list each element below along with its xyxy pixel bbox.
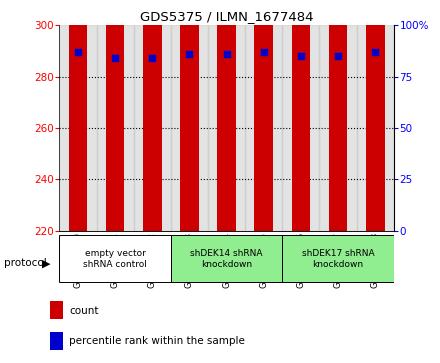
Bar bbox=[96, 25, 134, 231]
Bar bbox=[319, 25, 357, 231]
Point bbox=[112, 55, 119, 61]
Bar bbox=[50, 301, 63, 319]
Bar bbox=[59, 235, 171, 282]
Bar bbox=[208, 25, 245, 231]
Title: GDS5375 / ILMN_1677484: GDS5375 / ILMN_1677484 bbox=[140, 10, 313, 23]
Bar bbox=[217, 0, 236, 231]
Text: protocol: protocol bbox=[4, 258, 47, 268]
Bar bbox=[59, 25, 96, 231]
Bar bbox=[282, 235, 394, 282]
Bar bbox=[143, 0, 161, 231]
Bar bbox=[180, 0, 199, 231]
Bar bbox=[282, 25, 319, 231]
Point bbox=[149, 55, 156, 61]
Point bbox=[334, 53, 341, 59]
Bar bbox=[69, 0, 87, 231]
Bar bbox=[106, 0, 125, 231]
Bar bbox=[329, 0, 347, 231]
Bar bbox=[171, 25, 208, 231]
Point bbox=[74, 49, 81, 55]
Point bbox=[223, 51, 230, 57]
Bar bbox=[134, 25, 171, 231]
Bar bbox=[171, 235, 282, 282]
Text: shDEK17 shRNA
knockdown: shDEK17 shRNA knockdown bbox=[302, 249, 374, 269]
Point bbox=[372, 49, 379, 55]
Bar bbox=[245, 25, 282, 231]
Point bbox=[186, 51, 193, 57]
Text: count: count bbox=[69, 306, 99, 316]
Bar bbox=[292, 0, 310, 231]
Bar bbox=[50, 332, 63, 350]
Text: percentile rank within the sample: percentile rank within the sample bbox=[69, 336, 245, 346]
Text: shDEK14 shRNA
knockdown: shDEK14 shRNA knockdown bbox=[191, 249, 263, 269]
Bar bbox=[366, 0, 385, 231]
Point bbox=[297, 53, 304, 59]
Bar bbox=[357, 25, 394, 231]
Text: empty vector
shRNA control: empty vector shRNA control bbox=[83, 249, 147, 269]
Bar bbox=[254, 0, 273, 231]
Text: ▶: ▶ bbox=[42, 258, 50, 268]
Point bbox=[260, 49, 267, 55]
